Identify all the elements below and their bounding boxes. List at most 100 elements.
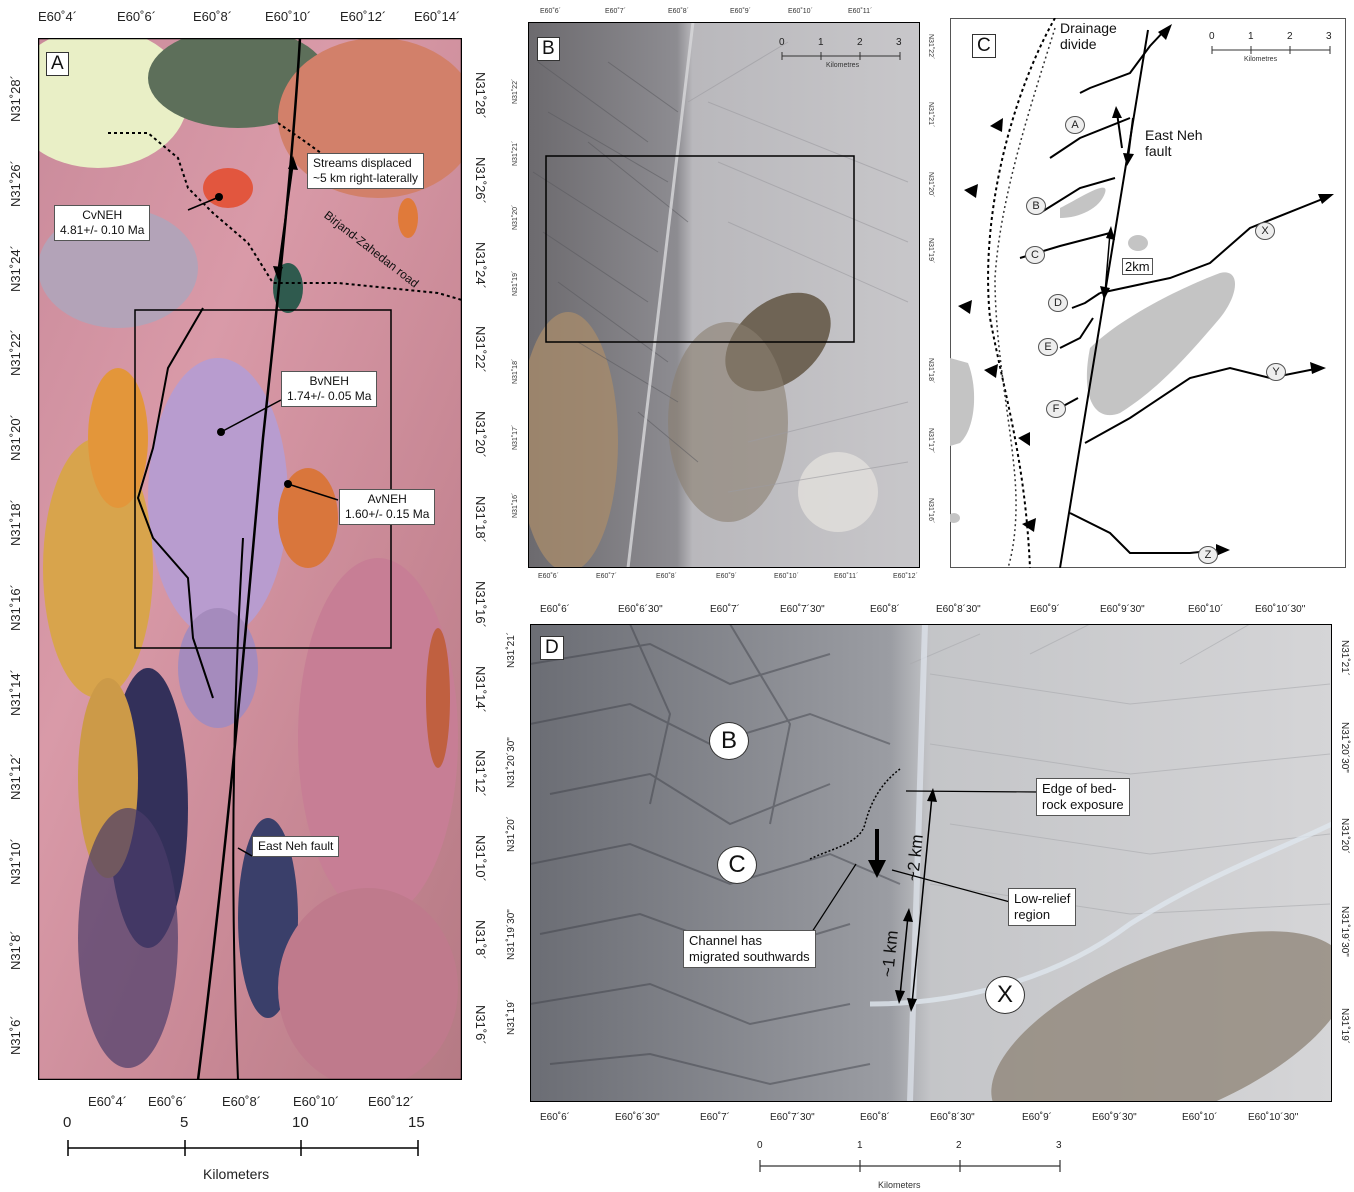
panel-b-bottom-tick: E60˚9´	[716, 573, 738, 580]
panel-d-scale-tick: 1	[857, 1140, 863, 1151]
panel-a-top-tick: E60˚14´	[414, 9, 461, 24]
panel-b-scale-bar	[781, 52, 901, 60]
drainage-divide-line2: divide	[1060, 36, 1097, 52]
east-neh-fault-label: East Neh fault	[252, 836, 340, 857]
panel-d-right-tick: N31˚20´30"	[1339, 722, 1350, 773]
panel-a-bottom-tick: E60˚12´	[368, 1094, 415, 1109]
panel-a-right-tick: N31˚28´	[473, 72, 488, 119]
panel-a-label: A	[46, 52, 69, 76]
avneh-age: 1.60+/- 0.15 Ma	[345, 507, 430, 521]
panel-d-top-tick: E60˚9´30"	[1100, 604, 1145, 615]
panel-d-bottom-tick: E60˚10´	[1182, 1112, 1218, 1123]
panel-d-bottom-tick: E60˚8´	[860, 1112, 891, 1123]
cvneh-sample-label: CvNEH 4.81+/- 0.10 Ma	[54, 205, 151, 241]
panel-a-left-tick: N31˚26´	[8, 160, 23, 207]
panel-b-bottom-tick: E60˚8´	[656, 573, 678, 580]
panel-b-left-tick: N31˚20´	[512, 204, 519, 230]
panel-a-right-tick: N31˚10´	[473, 835, 488, 882]
edge-line2: rock exposure	[1042, 797, 1124, 812]
panel-c-scale-unit: Kilometres	[1244, 56, 1278, 63]
cvneh-name: CvNEH	[82, 208, 123, 222]
panel-d-bottom-tick: E60˚6´30"	[615, 1112, 660, 1123]
panel-a-top-tick: E60˚12´	[340, 9, 387, 24]
panel-a-top-tick: E60˚6´	[117, 9, 157, 24]
panel-a-left-tick: N31˚22´	[8, 329, 23, 376]
panel-a-left-tick: N31˚6´	[8, 1015, 23, 1055]
panel-b-scale-tick: 3	[896, 37, 902, 48]
panel-b-left-tick: N31˚19´	[512, 270, 519, 296]
stream-label-a: A	[1065, 116, 1085, 134]
panel-d-hillshade-image	[530, 624, 1332, 1102]
panel-a-top-tick: E60˚10´	[265, 9, 312, 24]
panel-d-bottom-tick: E60˚8´30"	[930, 1112, 975, 1123]
panel-a-left-tick: N31˚18´	[8, 499, 23, 546]
panel-b-bottom-tick: E60˚7´	[596, 573, 618, 580]
panel-a-left-tick: N31˚20´	[8, 414, 23, 461]
edge-of-bedrock-label: Edge of bed- rock exposure	[1036, 778, 1130, 816]
panel-a-scale-tick: 10	[292, 1114, 309, 1131]
streams-note-line2: ~5 km right-laterally	[313, 171, 419, 185]
panel-a-right-tick: N31˚6´	[473, 1005, 488, 1045]
panel-a-left-tick: N31˚8´	[8, 930, 23, 970]
panel-c-label: C	[972, 34, 996, 58]
panel-a-left-tick: N31˚10´	[8, 838, 23, 885]
panel-d-bottom-tick: E60˚6´	[540, 1112, 571, 1123]
panel-b-satellite-image	[528, 22, 920, 568]
stream-label-d: D	[1048, 294, 1068, 312]
panel-b-label: B	[537, 37, 560, 61]
low-relief-line2: region	[1014, 907, 1051, 922]
stream-label-x: X	[1255, 222, 1275, 240]
panel-d-bottom-tick: E60˚9´30"	[1092, 1112, 1137, 1123]
panel-b-right-tick: N31˚21´	[927, 102, 934, 128]
panel-d-left-tick: N31˚20´30"	[506, 737, 517, 788]
panel-d-label: D	[540, 636, 564, 660]
panel-d-scale-tick: 3	[1056, 1140, 1062, 1151]
stream-label-z: Z	[1198, 546, 1218, 564]
panel-d-left-tick: N31˚19´	[506, 998, 517, 1035]
panel-d-bottom-tick: E60˚7´	[700, 1112, 731, 1123]
panel-d-top-tick: E60˚6´	[540, 604, 571, 615]
panel-a-scale-tick: 15	[408, 1114, 425, 1131]
panel-a-right-tick: N31˚14´	[473, 666, 488, 713]
low-relief-label: Low-relief region	[1008, 888, 1077, 926]
panel-a-left-tick: N31˚28´	[8, 75, 23, 122]
panel-d-left-tick: N31˚21´	[506, 631, 517, 668]
panel-a-top-tick: E60˚4´	[38, 9, 78, 24]
panel-b-bottom-tick: E60˚6´	[538, 573, 560, 580]
panel-d-scale-unit: Kilometers	[878, 1180, 921, 1190]
panel-a-scale-unit: Kilometers	[203, 1166, 270, 1182]
panel-a-top-tick: E60˚8´	[193, 9, 233, 24]
panel-d-bottom-tick: E60˚7´30"	[770, 1112, 815, 1123]
panel-d-top-tick: E60˚10´30"	[1255, 604, 1306, 615]
panel-d-scale-tick: 2	[956, 1140, 962, 1151]
drainage-divide-label: Drainage divide	[1060, 20, 1117, 52]
panel-b-bottom-tick: E60˚12´	[893, 573, 918, 580]
avneh-name: AvNEH	[367, 492, 407, 506]
stream-label-b: B	[1026, 197, 1046, 215]
stream-label-e: E	[1038, 338, 1058, 356]
stream-label-y: Y	[1266, 363, 1286, 381]
panel-c-scale-bar	[1211, 46, 1331, 54]
streams-displaced-note: Streams displaced ~5 km right-laterally	[307, 153, 425, 189]
panel-b-top-tick: E60˚8´	[668, 8, 690, 15]
panel-b-left-tick: N31˚17´	[512, 424, 519, 450]
panel-b-bottom-tick: E60˚10´	[774, 573, 799, 580]
panel-a-scale-bar	[67, 1140, 419, 1156]
bvneh-sample-label: BvNEH 1.74+/- 0.05 Ma	[281, 371, 378, 407]
panel-a-right-tick: N31˚22´	[473, 326, 488, 373]
panel-b-top-tick: E60˚6´	[540, 8, 562, 15]
stream-label-c: C	[1025, 246, 1045, 264]
panel-b-scale-tick: 2	[857, 37, 863, 48]
east-neh-fault-c-line1: East Neh	[1145, 127, 1203, 143]
panel-b-right-tick: N31˚19´	[927, 238, 934, 264]
panel-c-scale-tick: 2	[1287, 31, 1293, 42]
offset-2km-label: 2km	[1122, 258, 1153, 275]
panel-d-top-tick: E60˚10´	[1188, 604, 1224, 615]
panel-b-right-tick: N31˚16´	[927, 498, 934, 524]
panel-d-left-tick: N31˚20´	[506, 815, 517, 852]
panel-b-left-tick: N31˚16´	[512, 492, 519, 518]
panel-c-scale-tick: 1	[1248, 31, 1254, 42]
panel-c-scale-tick: 0	[1209, 31, 1215, 42]
panel-d-right-tick: N31˚20´	[1339, 818, 1350, 855]
panel-b-left-tick: N31˚21´	[512, 140, 519, 166]
